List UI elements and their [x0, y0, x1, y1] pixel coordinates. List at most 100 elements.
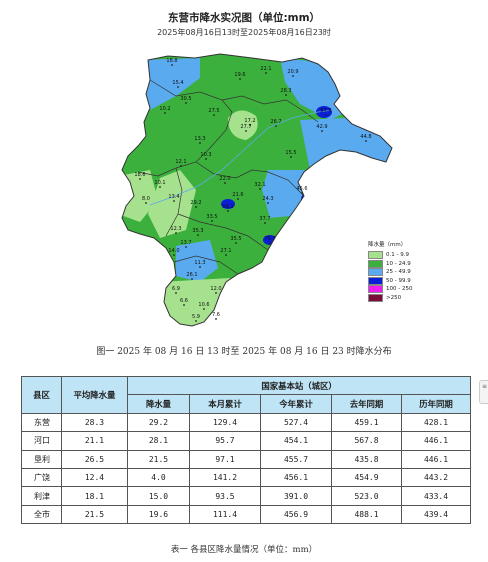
legend-swatch	[368, 276, 383, 285]
station-value: 12.3	[170, 226, 181, 232]
table-cell: 141.2	[189, 467, 261, 488]
rainfall-table-wrap: 县区 平均降水量 国家基本站（城区） 降水量 本月累计 今年累计 去年同期 历年…	[21, 375, 472, 525]
legend-item: 50 - 99.9	[368, 276, 412, 286]
station-dot	[177, 86, 179, 88]
legend-label: 50 - 99.9	[386, 277, 411, 284]
header-avg-rainfall: 平均降水量	[61, 376, 128, 414]
county-name: 河口	[21, 431, 62, 451]
station-dot	[173, 254, 175, 256]
station-dot	[199, 142, 201, 144]
station-dot	[301, 192, 303, 194]
table-cell: 433.4	[400, 486, 472, 506]
station-dot	[191, 278, 193, 280]
station-dot	[275, 125, 277, 127]
river	[149, 109, 335, 206]
station-value: 22.0	[219, 176, 230, 182]
station-value: 29.2	[190, 200, 201, 206]
station-value: 42.9	[316, 124, 327, 130]
table-cell: 439.4	[400, 504, 472, 525]
station-value: 35.3	[192, 228, 203, 234]
header-county: 县区	[21, 376, 62, 414]
station-value: 21.6	[232, 192, 243, 198]
station-dot	[215, 318, 217, 320]
legend-item: >250	[368, 293, 412, 303]
station-dot	[205, 158, 207, 160]
avg-rainfall-cell: 26.5	[61, 449, 128, 469]
legend-label: 10 - 24.9	[386, 260, 411, 267]
station-dot	[264, 222, 266, 224]
station-value: 37.7	[259, 216, 270, 222]
figure-caption: 图一 2025 年 08 月 16 日 13 时至 2025 年 08 月 16…	[96, 347, 392, 357]
station-value: 18.8	[166, 58, 177, 64]
county-name: 全市	[21, 504, 62, 525]
table-cell: 435.8	[331, 449, 402, 469]
legend-item: 25 - 49.9	[368, 268, 412, 277]
legend-swatch	[368, 251, 383, 260]
legend-swatch	[368, 268, 383, 277]
rainfall-map: 18.8 22.1 20.9 15.4 19.6 30.5 10.2 27.5 28.3 57.4…	[121, 53, 393, 327]
station-dot	[245, 130, 247, 132]
station-value: 35.5	[230, 236, 241, 242]
table-row: 垦利 26.5 21.5 97.1 455.7 435.8 446.1	[21, 449, 472, 469]
station-value: 17.2	[244, 118, 255, 124]
table-cell: 527.4	[260, 412, 332, 433]
table-cell: 391.0	[260, 486, 332, 506]
station-value: 13.3	[194, 136, 205, 142]
station-value: 26.7	[270, 119, 281, 125]
table-row: 利津 18.1 15.0 93.5 391.0 523.0 433.4	[21, 486, 472, 506]
city-boundary	[121, 53, 393, 327]
station-dot	[249, 124, 251, 126]
station-dot	[185, 102, 187, 104]
county-name: 东营	[21, 412, 62, 433]
subheader-rainfall: 降水量	[127, 394, 190, 414]
map-subtitle: 2025年08月16日13时至2025年08月16日23时	[157, 28, 331, 37]
station-dot	[290, 156, 292, 158]
legend-item: 100 - 250	[368, 285, 412, 294]
table-cell: 95.7	[189, 431, 261, 451]
county-name: 广饶	[21, 467, 62, 488]
station-value: 15.4	[172, 80, 183, 86]
table-cell: 456.1	[260, 467, 332, 488]
station-value: 8.0	[142, 196, 150, 202]
station-value: 13.4	[168, 194, 179, 200]
station-dot	[173, 200, 175, 202]
station-dot	[237, 198, 239, 200]
station-value: 10.1	[154, 180, 165, 186]
avg-rainfall-cell: 21.1	[61, 431, 128, 451]
county-name: 垦利	[21, 449, 62, 469]
station-dot	[159, 186, 161, 188]
table-row: 全市 21.5 19.6 111.4 456.9 488.1 439.4	[21, 504, 472, 525]
station-value: 33.5	[206, 214, 217, 220]
station-dot	[211, 220, 213, 222]
station-dot	[227, 210, 229, 212]
station-dot	[203, 308, 205, 310]
station-dot	[185, 246, 187, 248]
station-value: 15.5	[285, 150, 296, 156]
avg-rainfall-cell: 21.5	[61, 504, 128, 525]
table-cell: 488.1	[331, 504, 402, 525]
subheader-historical: 历年同期	[400, 394, 472, 414]
rainfall-table: 县区 平均降水量 国家基本站（城区） 降水量 本月累计 今年累计 去年同期 历年…	[21, 375, 472, 525]
station-dot	[269, 242, 271, 244]
table-cell: 454.1	[260, 431, 332, 451]
station-value: 44.8	[360, 134, 371, 140]
station-dot	[365, 140, 367, 142]
table-row: 河口 21.1 28.1 95.7 454.1 567.8 446.1	[21, 431, 472, 451]
side-panel-tab[interactable]: ≡	[479, 380, 488, 404]
legend-swatch	[368, 285, 383, 294]
table-cell: 93.5	[189, 486, 261, 506]
station-dot	[145, 202, 147, 204]
station-dot	[239, 78, 241, 80]
station-value: 13.7	[180, 240, 191, 246]
station-dot	[215, 292, 217, 294]
station-dot	[267, 202, 269, 204]
table-cell: 443.2	[400, 467, 472, 488]
table-cell: 455.7	[260, 449, 332, 469]
station-value: 12.0	[210, 286, 221, 292]
table-cell: 4.0	[127, 467, 190, 488]
table-cell: 567.8	[331, 431, 402, 451]
table-cell: 523.0	[331, 486, 402, 506]
legend-swatch	[368, 293, 383, 302]
station-dot	[139, 178, 141, 180]
station-value: 11.3	[194, 260, 205, 266]
